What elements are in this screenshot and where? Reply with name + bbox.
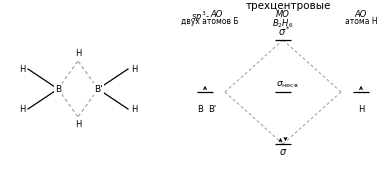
Text: H: H: [131, 65, 137, 73]
Text: B': B': [208, 105, 216, 114]
Text: $\sigma_{\mathregular{несв}}$: $\sigma_{\mathregular{несв}}$: [276, 79, 298, 90]
Text: H: H: [19, 65, 25, 73]
Text: B: B: [197, 105, 203, 114]
Text: АО: АО: [355, 10, 367, 19]
Text: МО: МО: [276, 10, 290, 19]
Text: H: H: [75, 49, 81, 58]
Text: двух атомов Б: двух атомов Б: [181, 17, 239, 26]
Text: $\sigma$: $\sigma$: [279, 147, 287, 157]
Text: H: H: [75, 120, 81, 129]
Text: $\sigma^*$: $\sigma^*$: [278, 24, 291, 38]
Text: B: B: [55, 85, 61, 94]
Text: B': B': [94, 85, 102, 94]
Text: $sp^3$-: $sp^3$-: [191, 10, 210, 24]
Text: атома Н: атома Н: [345, 17, 377, 26]
Text: H: H: [358, 105, 364, 114]
Text: $B_2H_6$: $B_2H_6$: [273, 17, 294, 30]
Text: H: H: [19, 105, 25, 114]
Text: H: H: [131, 105, 137, 114]
Text: АО: АО: [210, 10, 222, 19]
Text: трехцентровые: трехцентровые: [245, 1, 331, 11]
